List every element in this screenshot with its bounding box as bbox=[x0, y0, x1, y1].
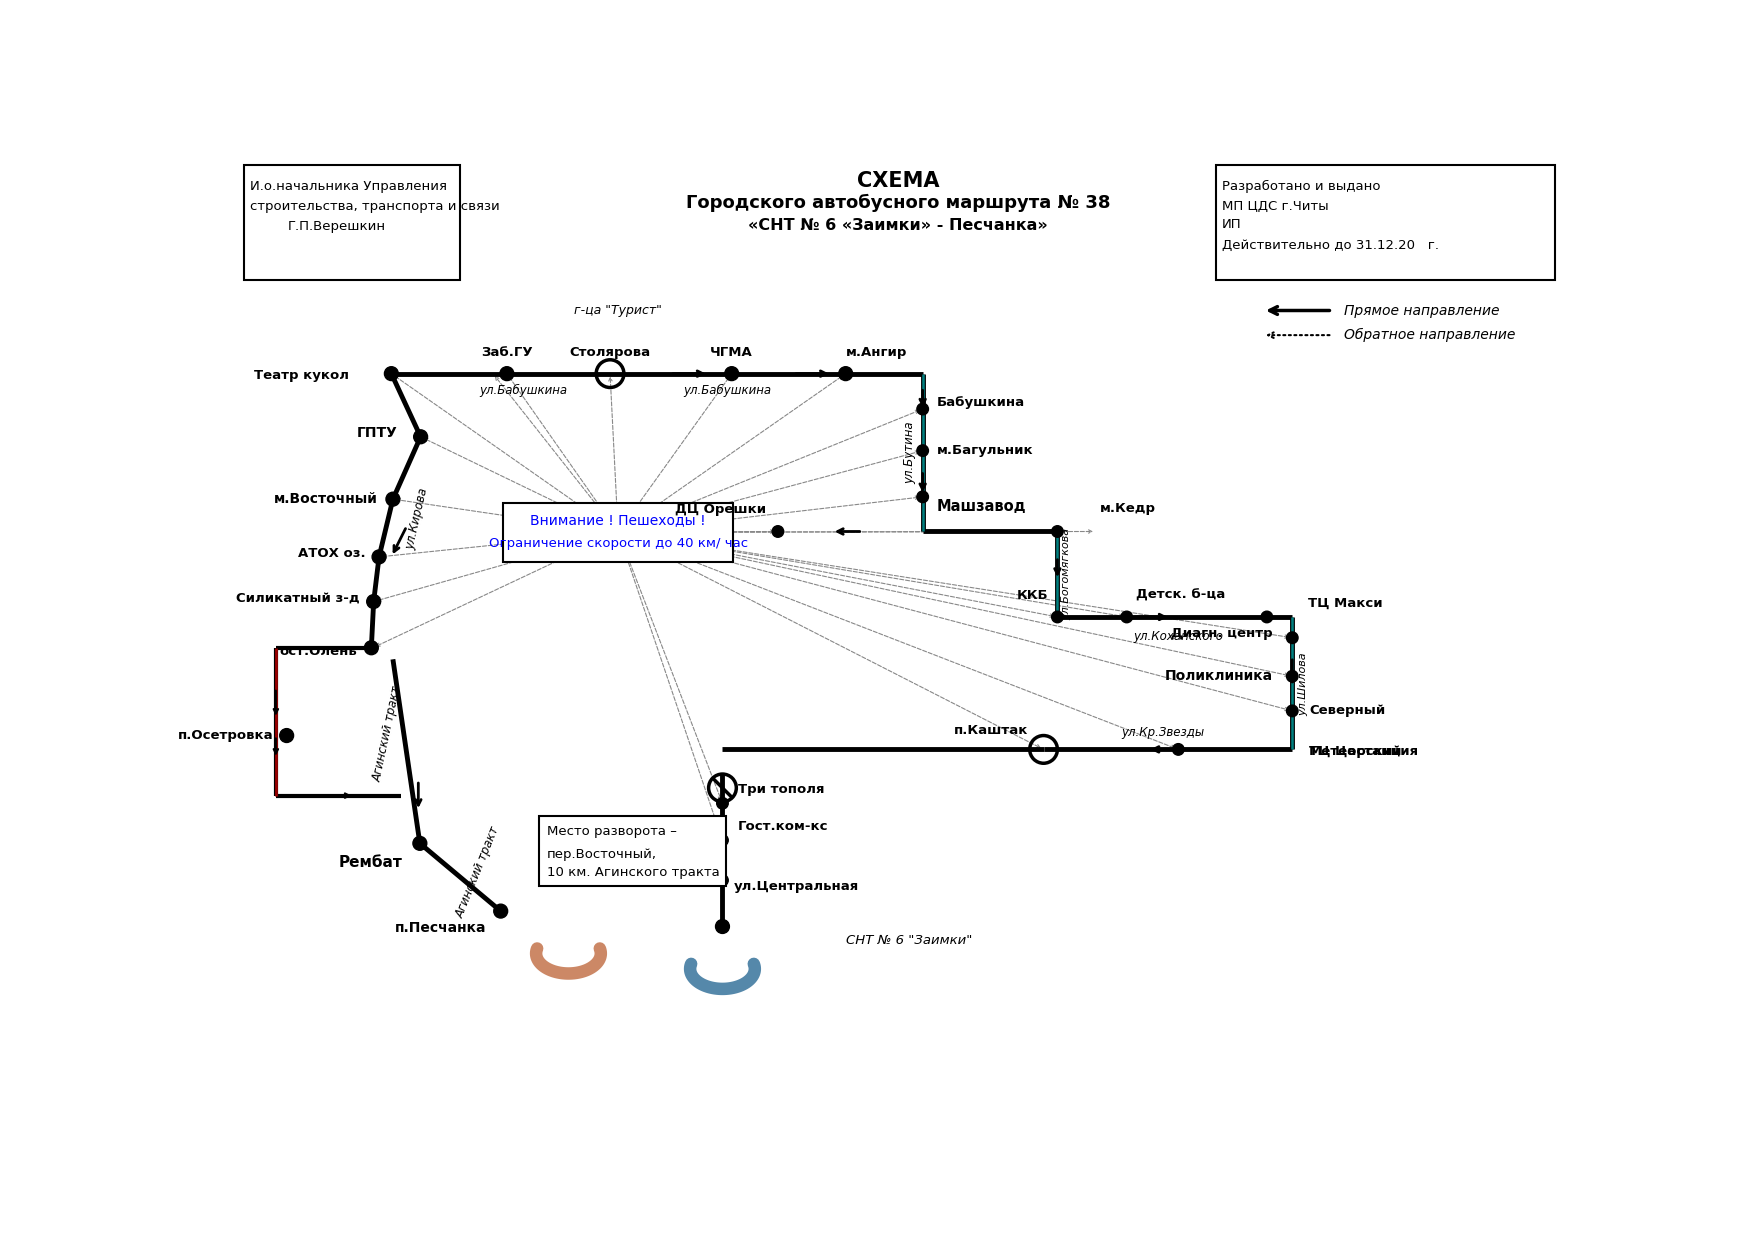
Text: ТЦ Царский: ТЦ Царский bbox=[1309, 745, 1402, 758]
Text: м.Восточный: м.Восточный bbox=[273, 492, 377, 506]
Text: м.Багульник: м.Багульник bbox=[936, 444, 1033, 458]
Text: ул.Богомягкова: ул.Богомягкова bbox=[1062, 528, 1071, 620]
Text: Бабушкина: Бабушкина bbox=[936, 397, 1026, 409]
Text: ТЦ Макси: ТЦ Макси bbox=[1308, 596, 1383, 610]
Text: СНТ № 6 "Заимки": СНТ № 6 "Заимки" bbox=[845, 934, 973, 947]
Text: Театр кукол: Театр кукол bbox=[254, 368, 349, 382]
Text: Детск. б-ца: Детск. б-ца bbox=[1136, 589, 1225, 601]
FancyBboxPatch shape bbox=[1217, 165, 1555, 280]
Circle shape bbox=[1120, 611, 1132, 622]
Circle shape bbox=[494, 904, 508, 918]
Text: Рембат: Рембат bbox=[338, 856, 403, 870]
Circle shape bbox=[771, 526, 784, 537]
Text: Машзавод: Машзавод bbox=[936, 498, 1026, 513]
Text: ГПТУ: ГПТУ bbox=[356, 425, 398, 440]
Text: Силикатный з-д: Силикатный з-д bbox=[237, 591, 359, 604]
Text: п.Осетровка: п.Осетровка bbox=[179, 729, 273, 742]
Circle shape bbox=[717, 835, 727, 846]
Circle shape bbox=[917, 445, 929, 456]
FancyBboxPatch shape bbox=[540, 816, 726, 887]
Text: Метеостанция: Метеостанция bbox=[1309, 744, 1420, 758]
Text: ул.Кр.Звезды: ул.Кр.Звезды bbox=[1122, 725, 1204, 739]
Circle shape bbox=[715, 920, 729, 934]
Circle shape bbox=[717, 797, 727, 808]
Circle shape bbox=[917, 403, 929, 415]
Circle shape bbox=[280, 729, 293, 743]
Text: ул.Шилова: ул.Шилова bbox=[1297, 652, 1308, 715]
Text: Диагн. центр: Диагн. центр bbox=[1171, 627, 1273, 640]
Text: строительства, транспорта и связи: строительства, транспорта и связи bbox=[251, 200, 500, 212]
Circle shape bbox=[1173, 744, 1183, 755]
Text: Внимание ! Пешеходы !: Внимание ! Пешеходы ! bbox=[531, 513, 706, 527]
Text: Агинский тракт: Агинский тракт bbox=[372, 684, 403, 784]
Text: Г.П.Верешкин: Г.П.Верешкин bbox=[287, 219, 386, 233]
Circle shape bbox=[1287, 706, 1297, 717]
Text: 10 км. Агинского тракта: 10 км. Агинского тракта bbox=[547, 866, 720, 879]
Text: Агинский тракт: Агинский тракт bbox=[454, 825, 501, 920]
Text: И.о.начальника Управления: И.о.начальника Управления bbox=[251, 180, 447, 192]
Text: ИП: ИП bbox=[1222, 218, 1241, 231]
Text: Ограничение скорости до 40 км/ час: Ограничение скорости до 40 км/ час bbox=[489, 537, 749, 549]
Circle shape bbox=[384, 367, 398, 381]
Text: Заб.ГУ: Заб.ГУ bbox=[480, 346, 533, 358]
Circle shape bbox=[838, 367, 852, 381]
Circle shape bbox=[1052, 526, 1062, 537]
Circle shape bbox=[1260, 611, 1273, 622]
Text: Северный: Северный bbox=[1309, 704, 1385, 718]
Circle shape bbox=[717, 874, 727, 887]
Circle shape bbox=[1287, 632, 1297, 644]
Circle shape bbox=[414, 837, 426, 851]
Circle shape bbox=[1052, 611, 1062, 622]
Text: АТОХ оз.: АТОХ оз. bbox=[298, 547, 365, 559]
Text: Городского автобусного маршрута № 38: Городского автобусного маршрута № 38 bbox=[685, 193, 1110, 212]
Circle shape bbox=[724, 367, 738, 381]
Circle shape bbox=[414, 430, 428, 444]
Text: ул.Центральная: ул.Центральная bbox=[735, 880, 859, 893]
Text: Прямое направление: Прямое направление bbox=[1345, 304, 1499, 317]
Text: ул.Бабушкина: ул.Бабушкина bbox=[480, 384, 568, 397]
Text: пер.Восточный,: пер.Восточный, bbox=[547, 848, 657, 861]
Circle shape bbox=[372, 551, 386, 564]
Text: п.Песчанка: п.Песчанка bbox=[396, 921, 487, 935]
FancyBboxPatch shape bbox=[244, 165, 459, 280]
Text: м.Ангир: м.Ангир bbox=[845, 346, 906, 358]
Circle shape bbox=[366, 595, 380, 609]
Text: МП ЦДС г.Читы: МП ЦДС г.Читы bbox=[1222, 200, 1329, 212]
Circle shape bbox=[386, 492, 400, 506]
Text: ККБ: ККБ bbox=[1017, 589, 1048, 601]
Text: Место разворота –: Место разворота – bbox=[547, 825, 677, 837]
Text: ул.Коханского: ул.Коханского bbox=[1132, 630, 1224, 642]
Circle shape bbox=[1287, 671, 1297, 682]
Text: Действительно до 31.12.20   г.: Действительно до 31.12.20 г. bbox=[1222, 239, 1439, 252]
Text: м.Кедр: м.Кедр bbox=[1099, 502, 1155, 515]
Text: ДЦ Орешки: ДЦ Орешки bbox=[675, 503, 766, 516]
Text: Поликлиника: Поликлиника bbox=[1166, 670, 1273, 683]
Text: ул.Кирова: ул.Кирова bbox=[405, 486, 431, 551]
Text: СХЕМА: СХЕМА bbox=[857, 171, 940, 191]
Text: Столярова: Столярова bbox=[570, 346, 650, 358]
Text: Разработано и выдано: Разработано и выдано bbox=[1222, 180, 1381, 192]
Text: Гост.ком-кс: Гост.ком-кс bbox=[738, 820, 829, 833]
Text: Обратное направление: Обратное направление bbox=[1345, 329, 1515, 342]
Text: ул.Бабушкина: ул.Бабушкина bbox=[684, 384, 771, 397]
Text: п.Каштак: п.Каштак bbox=[954, 724, 1029, 737]
Circle shape bbox=[500, 367, 514, 381]
Circle shape bbox=[365, 641, 379, 655]
Text: «СНТ № 6 «Заимки» - Песчанка»: «СНТ № 6 «Заимки» - Песчанка» bbox=[749, 217, 1048, 233]
Text: ул.Бутина: ул.Бутина bbox=[903, 422, 917, 485]
Text: г-ца "Турист": г-ца "Турист" bbox=[573, 304, 661, 317]
FancyBboxPatch shape bbox=[503, 503, 733, 562]
Circle shape bbox=[917, 491, 929, 502]
Text: ост.Олень: ост.Олень bbox=[280, 645, 358, 658]
Text: Три тополя: Три тополя bbox=[738, 782, 824, 796]
Text: ЧГМА: ЧГМА bbox=[710, 346, 754, 358]
